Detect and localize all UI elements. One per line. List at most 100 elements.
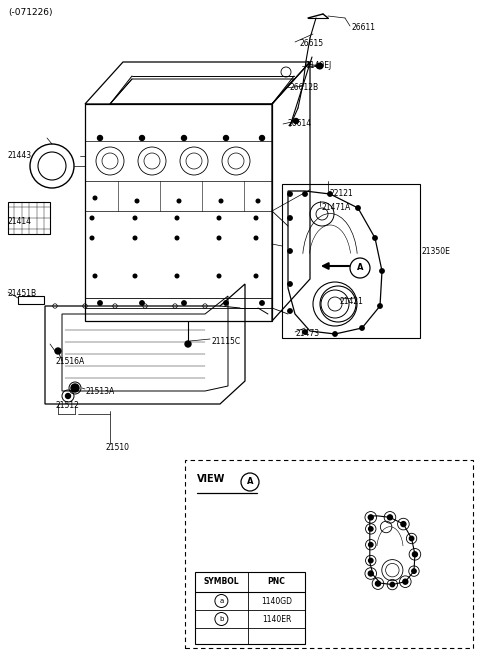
Circle shape xyxy=(288,282,292,286)
Circle shape xyxy=(303,192,307,196)
Circle shape xyxy=(97,136,103,140)
Circle shape xyxy=(412,552,418,557)
Circle shape xyxy=(412,569,416,573)
Circle shape xyxy=(387,515,393,520)
Circle shape xyxy=(293,119,299,123)
Text: 1140ER: 1140ER xyxy=(262,615,291,623)
Text: 21421: 21421 xyxy=(340,297,364,306)
Circle shape xyxy=(288,249,292,253)
Text: 21414: 21414 xyxy=(8,216,32,226)
Circle shape xyxy=(254,274,258,277)
Text: a: a xyxy=(404,579,407,584)
Text: 22121: 22121 xyxy=(330,190,354,199)
Text: A: A xyxy=(247,478,253,487)
Circle shape xyxy=(369,527,373,531)
Circle shape xyxy=(217,236,221,240)
Text: b: b xyxy=(369,558,372,563)
Text: SYMBOL: SYMBOL xyxy=(204,577,239,586)
Circle shape xyxy=(375,581,381,586)
Circle shape xyxy=(401,522,406,527)
Circle shape xyxy=(140,136,144,140)
Circle shape xyxy=(182,301,186,305)
Circle shape xyxy=(260,301,264,305)
Circle shape xyxy=(224,301,228,305)
Text: 1140EJ: 1140EJ xyxy=(305,62,331,70)
Text: a: a xyxy=(388,515,392,520)
Circle shape xyxy=(369,543,373,547)
Circle shape xyxy=(380,269,384,273)
Text: a: a xyxy=(402,522,405,527)
Text: b: b xyxy=(219,616,224,622)
Text: b: b xyxy=(412,569,416,573)
Text: (-071226): (-071226) xyxy=(8,8,52,17)
Text: 21471A: 21471A xyxy=(322,203,351,213)
Circle shape xyxy=(133,274,137,277)
Text: 26612B: 26612B xyxy=(290,83,319,92)
Circle shape xyxy=(217,216,221,220)
Circle shape xyxy=(368,571,373,576)
Text: 21513A: 21513A xyxy=(85,386,114,396)
Circle shape xyxy=(303,330,307,334)
Circle shape xyxy=(256,199,260,203)
Text: a: a xyxy=(376,581,380,586)
Text: a: a xyxy=(369,571,372,576)
Circle shape xyxy=(135,199,139,203)
Circle shape xyxy=(71,384,79,392)
Circle shape xyxy=(356,206,360,210)
Text: PNC: PNC xyxy=(267,577,285,586)
Circle shape xyxy=(369,558,373,563)
Text: 26611: 26611 xyxy=(352,24,376,33)
Text: 1140GD: 1140GD xyxy=(261,596,292,605)
Text: a: a xyxy=(219,598,224,604)
Text: a: a xyxy=(369,515,372,520)
Circle shape xyxy=(90,216,94,220)
Text: 21115C: 21115C xyxy=(212,337,241,346)
Text: b: b xyxy=(410,536,413,541)
Text: A: A xyxy=(357,264,363,272)
Circle shape xyxy=(217,274,221,277)
Circle shape xyxy=(98,301,102,305)
Circle shape xyxy=(373,236,377,240)
Circle shape xyxy=(175,274,179,277)
Text: b: b xyxy=(391,582,394,587)
Text: 21510: 21510 xyxy=(105,443,129,453)
Circle shape xyxy=(93,274,97,277)
Circle shape xyxy=(65,394,71,398)
Circle shape xyxy=(219,199,223,203)
Circle shape xyxy=(378,304,382,308)
Circle shape xyxy=(133,216,137,220)
Text: 21350E: 21350E xyxy=(422,247,451,255)
Circle shape xyxy=(93,196,97,200)
Circle shape xyxy=(90,236,94,240)
Text: 21516A: 21516A xyxy=(55,356,84,365)
Circle shape xyxy=(288,216,292,220)
Circle shape xyxy=(316,64,322,68)
Circle shape xyxy=(185,341,191,347)
Circle shape xyxy=(133,236,137,240)
Circle shape xyxy=(181,136,187,140)
Text: 21443: 21443 xyxy=(8,152,32,161)
Circle shape xyxy=(55,348,61,354)
Text: 26614: 26614 xyxy=(288,119,312,129)
Text: VIEW: VIEW xyxy=(197,474,226,484)
Circle shape xyxy=(368,515,373,520)
Circle shape xyxy=(288,192,292,196)
Circle shape xyxy=(288,309,292,313)
Circle shape xyxy=(177,199,181,203)
Text: b: b xyxy=(369,526,372,531)
Circle shape xyxy=(403,579,408,584)
Circle shape xyxy=(317,63,323,69)
Circle shape xyxy=(140,301,144,305)
Circle shape xyxy=(260,136,264,140)
Text: 21451B: 21451B xyxy=(8,289,37,298)
Text: 21512: 21512 xyxy=(55,401,79,411)
Circle shape xyxy=(333,332,337,336)
Circle shape xyxy=(390,583,395,586)
Circle shape xyxy=(360,326,364,330)
Text: a: a xyxy=(413,552,417,557)
Circle shape xyxy=(254,216,258,220)
Circle shape xyxy=(328,192,332,196)
Circle shape xyxy=(175,216,179,220)
Text: 26615: 26615 xyxy=(300,39,324,49)
Circle shape xyxy=(175,236,179,240)
